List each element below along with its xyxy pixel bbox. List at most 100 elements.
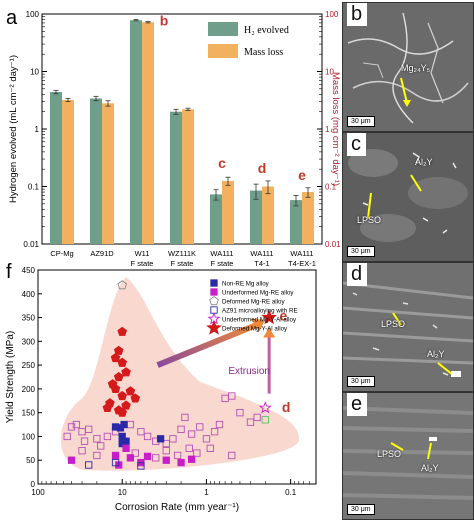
panel-a-y2-axis-label: Mass loss (mg cm⁻² day⁻¹) [330,72,341,186]
panel-a-bar-chart: a 0.01 0.1 1 10 100 0.01 0.1 1 10 100 Hydrogen evol… [6,7,341,268]
panel-f-y-tick-label: 0 [31,480,36,489]
micrograph-b-scale-bar: 30 μm [347,116,375,127]
micrograph-d-annotation-al2y: Al₂Y [427,349,445,359]
panel-f-arrowhead-diagonal [251,318,266,332]
panel-f-point-underformed-open [143,432,152,441]
panel-a-x-tick-label: F state [131,259,154,268]
panel-f-legend-label: Deformed Mg-Y-Al alloy [222,326,288,333]
panel-f-y-axis-label: Yield Strength (MPa) [5,331,16,423]
panel-f-point-underformed-open [187,430,196,438]
panel-f-point-underformed-open [236,409,244,417]
panel-a-y2-tick-label: 1 [325,125,330,134]
panel-a-x-tick-label: WZ111K [168,249,196,258]
panel-f-point-underformed-open [93,451,101,460]
panel-f-point-underformed-open [196,423,204,431]
panel-f-point-underformed-open [185,444,193,452]
panel-a-legend-swatch [208,22,238,36]
panel-f-point-deformed-mg-re-filled [113,345,124,355]
panel-f-point-underformed-open [152,454,160,462]
panel-a-x-tick-label: AZ91D [90,249,114,258]
panel-f-point-underformed-open [215,420,224,429]
panel-f-y-tick-label: 350 [22,314,36,323]
panel-a-label: a [6,7,18,29]
panel-f-y-tick-label: 100 [22,432,36,441]
micrograph-e: e LPSO Al₂Y 30 μm [342,392,474,520]
panel-a-x-tick-label: T4-EX-1 [288,259,316,268]
panel-f-legend-label: Deformed Mg-RE alloy [222,299,285,306]
micrograph-d: d LPSO Al₂Y 30 μm [342,262,474,392]
panel-f-arrow-diagonal [156,321,259,368]
panel-f-x-tick-label: 10 [118,488,127,497]
panel-f-point-underformed-open [169,435,177,443]
panel-f-point-underformed-open [228,392,236,400]
panel-f-y-tick-label: 400 [22,290,36,299]
panel-f-point-deformed-mg-re-filled [130,393,141,403]
panel-f-point-deformed-mg-re-filled [117,407,128,417]
panel-a-bar-h2 [130,20,142,245]
panel-f-point-series-0 [118,432,126,441]
panel-f-x-tick-label: 100 [31,488,45,497]
panel-f-point-deformed-mg-re-filled [110,352,121,363]
micrograph-b-label: b [347,3,368,26]
micrograph-c-annotation-lpso: LPSO [357,215,382,225]
panel-f-y-tick-label: 450 [22,266,36,275]
panel-f-point-underformed-open [85,425,93,433]
panel-f-point-green-open [261,416,269,424]
panel-a-x-tick-label: WA111 [210,249,233,258]
panel-f-point-underformed-open [78,447,86,455]
panel-f-x-tick-label: 1 [204,488,209,497]
panel-f-point-underformed-open [193,449,201,457]
panel-f-point-underformed-open [137,428,145,436]
panel-f-point-underformed-open [131,449,139,457]
panel-a-bar-h2 [290,200,302,244]
panel-f-point-series-5 [261,309,278,325]
panel-f-point-underformed-open [162,439,170,448]
panel-f-point-series-4 [258,401,272,414]
micrograph-b-annotation-mg24y5: Mg₂₄Y₅ [401,63,431,73]
micrograph-e-label: e [347,393,368,416]
panel-f-point-deformed-mg-re-filled [113,371,124,382]
panel-f-point-series-1 [67,456,76,464]
panel-f-y-tick-label: 50 [26,456,35,465]
panel-a-bar-mass-loss [302,192,314,244]
panel-a-annotation-d: d [258,160,267,176]
micrograph-e-scale-bar: 30 μm [347,504,375,515]
panel-f-x-tick-label: 0.1 [285,488,297,497]
panel-f-annotation-e: e [279,308,287,324]
panel-a-y-tick-label: 10 [30,68,39,77]
panel-a-x-tick-label: CP-Mg [50,249,73,258]
panel-a-x-tick-label: W11 [135,249,150,258]
micrograph-e-annotation-al2y: Al₂Y [421,463,439,473]
micrograph-d-texture [343,263,473,391]
panel-f-point-underformed-open [103,432,112,441]
panel-a-x-tick-label: T4-1 [254,259,269,268]
micrograph-e-annotation-lpso: LPSO [377,449,402,459]
panel-f-point-underformed-open [80,437,89,445]
panel-a-y-tick-label: 0.1 [28,183,40,192]
panel-f-label: f [6,261,12,283]
panel-f-point-series-0 [116,424,125,432]
micrograph-c-texture [343,133,473,261]
panel-f-legend-marker [210,288,218,296]
panel-f-point-series-1 [126,454,135,462]
micrograph-c-annotation-al2y: Al₂Y [415,157,433,167]
panel-f-x-axis-label: Corrosion Rate (mm year⁻¹) [115,502,239,513]
panel-a-legend-swatch [208,44,238,58]
panel-a-bar-mass-loss [262,186,274,244]
panel-f-point-deformed-mg-re-filled [121,400,131,410]
panel-f-point-underformed-open [63,432,71,441]
panel-a-y-tick-label: 1 [35,125,40,134]
micrograph-c-scale-bar: 30 μm [347,246,375,257]
panel-f-point-deformed-mg-re-filled [121,367,131,377]
panel-f-point-underformed-open [72,420,81,429]
panel-f-point-series-1 [162,456,170,464]
micrograph-c: c Al₂Y LPSO 30 μm [342,132,474,262]
panel-f-point-deformed-mg-re-filled [117,390,128,401]
panel-f-legend-label: AZ91 microalloying with RE [222,308,298,315]
panel-a-bar-mass-loss [222,180,234,244]
panel-f-scatter-chart: f 100 10 1 0.1 0 50 100 150 200 250 300 350 400 450 Cor… [5,261,317,513]
micrograph-b: b Mg₂₄Y₅ 30 μm [342,2,474,132]
panel-a-bar-mass-loss [62,99,74,244]
panel-f-point-underformed-open [228,451,236,460]
panel-a-annotation-e: e [298,167,306,183]
